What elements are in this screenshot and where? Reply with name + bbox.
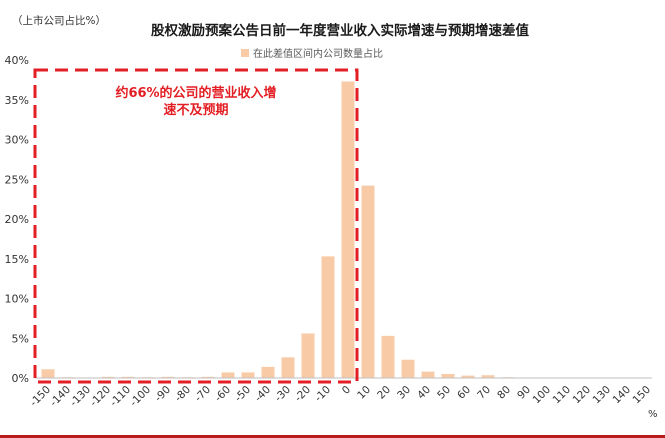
x-tick-label: 30 (395, 384, 413, 402)
x-tick-label: -30 (273, 384, 294, 405)
x-tick-label: -20 (293, 384, 314, 405)
bar (121, 376, 135, 378)
x-tick-label: -100 (128, 384, 153, 409)
x-tick-label: -50 (233, 384, 254, 405)
x-tick-label: 60 (455, 384, 473, 402)
y-tick-label: 20% (5, 213, 29, 226)
bar (301, 333, 315, 378)
bar (41, 369, 55, 378)
bar (101, 376, 115, 378)
x-tick-label: 80 (495, 384, 513, 402)
x-tick-label: -60 (213, 384, 234, 405)
x-tick-label: 50 (435, 384, 453, 402)
x-tick-label: 70 (475, 384, 493, 402)
legend: 在此差值区间内公司数量占比 (241, 47, 383, 60)
x-tick-label: -40 (253, 384, 274, 405)
x-tick-label: 100 (530, 384, 553, 407)
x-tick-label: -10 (313, 384, 334, 405)
x-tick-label: 110 (550, 384, 573, 407)
y-tick-label: 10% (5, 293, 29, 306)
y-tick-label: 15% (5, 253, 29, 266)
bar (381, 335, 395, 378)
x-tick-label: 10 (355, 384, 373, 402)
bar (361, 185, 375, 378)
annotation-box (33, 68, 359, 384)
x-tick-label: 0 (340, 384, 353, 397)
x-tick-label: 140 (610, 384, 633, 407)
y-tick-label: 30% (5, 134, 29, 147)
x-axis-unit: % (648, 409, 658, 420)
x-tick-label: 20 (375, 384, 393, 402)
bar (241, 372, 255, 378)
x-tick-label: -130 (68, 384, 93, 409)
x-tick-label: -70 (193, 384, 214, 405)
x-tick-label: 120 (570, 384, 593, 407)
bar (221, 372, 235, 378)
x-tick-label: -150 (28, 384, 53, 409)
legend-swatch (241, 49, 249, 57)
x-tick-label: 150 (630, 384, 653, 407)
x-tick-label: -110 (108, 384, 133, 409)
y-tick-label: 40% (5, 54, 29, 67)
bar (481, 375, 495, 378)
bar (321, 256, 335, 378)
bar (261, 366, 275, 378)
y-tick-label: 35% (5, 94, 29, 107)
annotation-line-2: 速不及预期 (163, 102, 228, 118)
x-tick-label: -80 (173, 384, 194, 405)
bar (441, 374, 455, 378)
bar (281, 357, 295, 378)
x-tick-label: -90 (153, 384, 174, 405)
legend-label: 在此差值区间内公司数量占比 (253, 47, 383, 60)
x-tick-label: -140 (48, 384, 73, 409)
bar (421, 371, 435, 378)
bar (201, 376, 215, 378)
chart-title: 股权激励预案公告日前一年度营业收入实际增速与预期增速差值 (151, 22, 529, 39)
y-tick-label: 25% (5, 173, 29, 186)
annotation-line-1: 约66%的公司的营业收入增 (115, 85, 276, 101)
x-tick-label: 130 (590, 384, 613, 407)
bar (401, 359, 415, 378)
bar (161, 376, 175, 378)
bar (461, 375, 475, 378)
bottom-rule (0, 435, 665, 438)
x-tick-label: 40 (415, 384, 433, 402)
y-tick-label: 0% (12, 372, 29, 385)
x-tick-label: -120 (88, 384, 113, 409)
bar (341, 81, 355, 378)
unit-note: （上市公司占比%） (12, 14, 106, 27)
y-tick-label: 5% (12, 332, 29, 345)
